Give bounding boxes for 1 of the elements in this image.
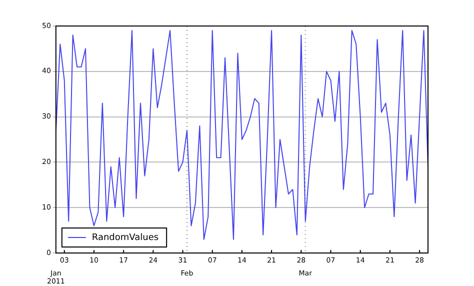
legend-label: RandomValues bbox=[92, 232, 159, 243]
